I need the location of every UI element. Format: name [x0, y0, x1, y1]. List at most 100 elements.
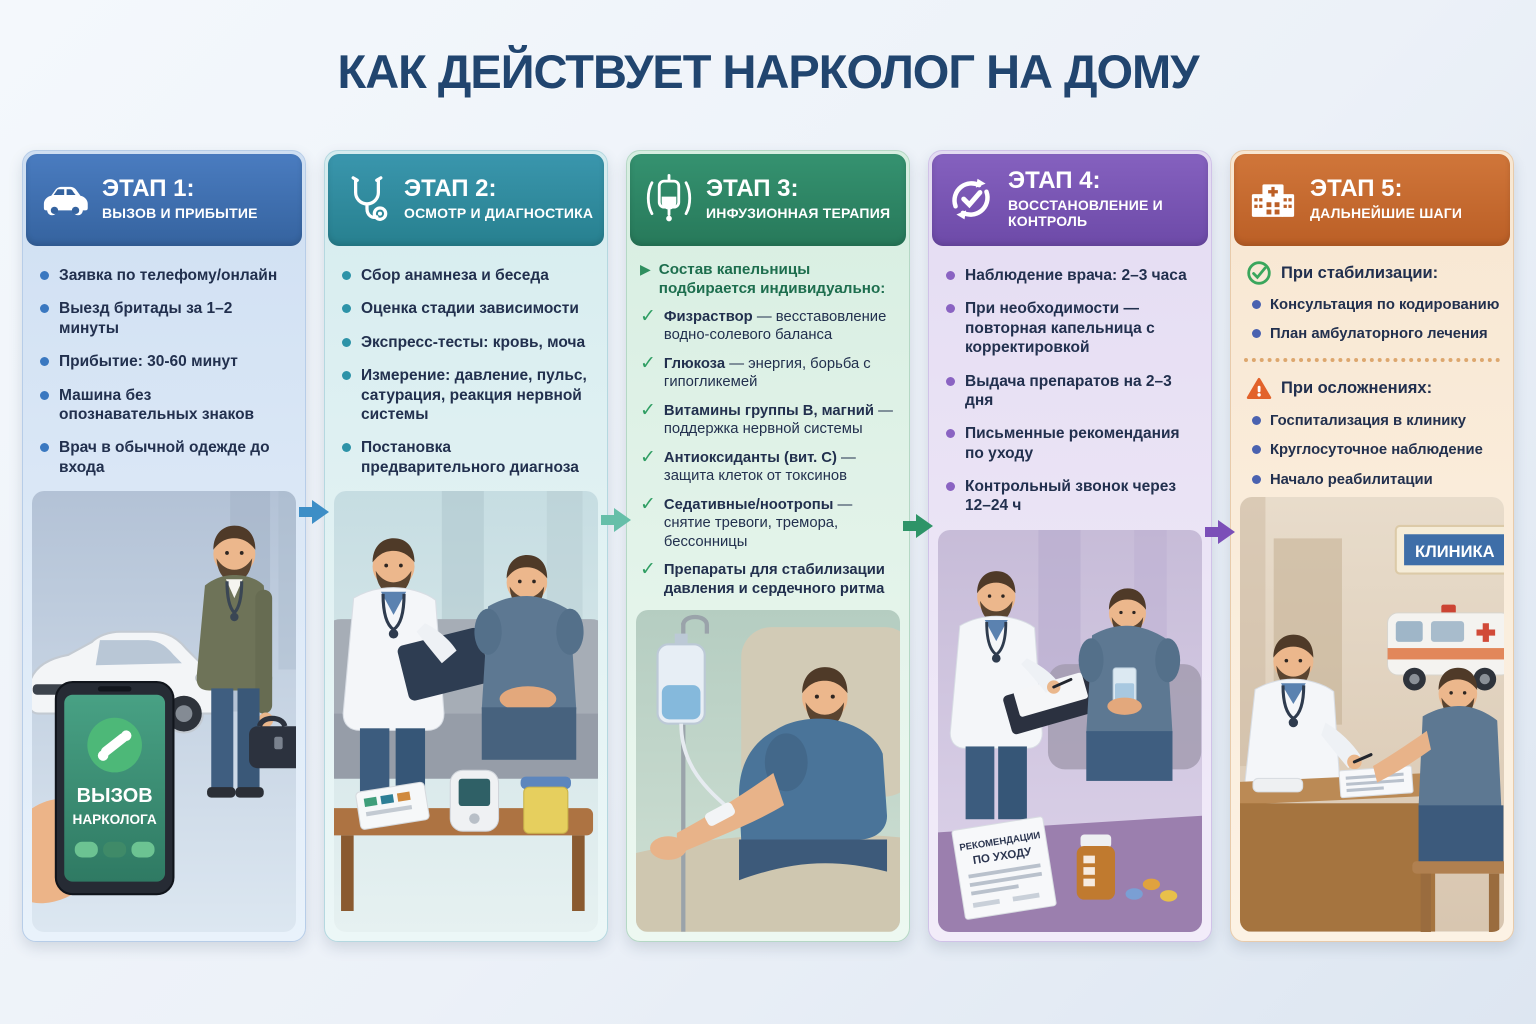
stage2-label: ЭТАП 2: — [404, 174, 497, 202]
stage1-subtitle: ВЫЗОВ И ПРИБЫТИЕ — [102, 205, 258, 222]
check-icon: ✓ — [640, 559, 656, 581]
stage-card-1: ЭТАП 1: ВЫЗОВ И ПРИБЫТИЕ Заявка по телеф… — [22, 150, 306, 942]
med-lead: Глюкоза — [663, 355, 726, 372]
bullet-item: Прибытие: 30-60 минут — [40, 352, 292, 371]
bullet-text: Постановка предварительного диагноза — [361, 439, 579, 476]
bullet-dot — [1252, 445, 1261, 455]
complications-bullets: Госпитализация в клинику Круглосуточное … — [1252, 412, 1500, 489]
stage-card-4: ЭТАП 4: ВОССТАНОВЛЕНИЕ И КОНТРОЛЬ Наблюд… — [928, 150, 1212, 942]
bullet-dot — [946, 482, 955, 491]
intro-text: Состав капельницы подбирается индивидуал… — [658, 261, 886, 297]
stabilization-bullets: Консультация по кодированию План амбулат… — [1252, 296, 1500, 344]
stage4-header-text: ЭТАП 4: ВОССТАНОВЛЕНИЕ И КОНТРОЛЬ — [1008, 168, 1198, 230]
stage2-subtitle: ОСМОТР И ДИАГНОСТИКА — [404, 205, 594, 222]
arrow-stage2-to-3 — [601, 508, 631, 532]
stage1-bullet-list: Заявка по телефому/онлайн Выезд бритады … — [26, 246, 302, 483]
bullet-item: Заявка по телефому/онлайн — [40, 266, 292, 285]
bullet-text: Сбор анамнеза и беседа — [361, 267, 549, 284]
intro-item: ▶ Состав капельницы подбирается индивидуа… — [640, 260, 898, 298]
med-rest: — поддержка нервной системы — [663, 402, 893, 438]
med-lead: Антиоксиданты (вит. С) — [663, 449, 837, 466]
patient-figure — [1078, 588, 1181, 781]
phone-app-title-line2: НАРКОЛОГА — [72, 812, 156, 827]
check-icon: ✓ — [640, 306, 656, 327]
bullet-text: При необходимости — повторная капельница… — [965, 300, 1155, 357]
group-label: При стабилизации: — [1281, 263, 1439, 282]
side-table: РЕКОМЕНДАЦИИ ПО УХОДУ — [938, 815, 1202, 932]
bullet-item: Оценка стадии зависимости — [342, 299, 594, 318]
stage3-item-list: ▶ Состав капельницы подбирается индивидуа… — [630, 246, 906, 602]
med-rest: — защита клеток от токсинов — [663, 449, 856, 485]
bullet-item: Постановка предварительного диагноза — [342, 438, 594, 477]
bullet-dot — [40, 304, 49, 314]
stage1-header: ЭТАП 1: ВЫЗОВ И ПРИБЫТИЕ — [26, 154, 302, 246]
bullet-text: Врач в обычной одежде до входа — [59, 439, 270, 476]
stage1-label: ЭТАП 1: — [102, 174, 195, 202]
bullet-dot — [946, 429, 955, 439]
dotted-divider — [1244, 357, 1500, 362]
bullet-dot — [1252, 329, 1261, 339]
stage3-header-text: ЭТАП 3: ИНФУЗИОННАЯ ТЕРАПИЯ — [706, 174, 891, 222]
med-item: ✓ Витамины группы В, магний — поддержка н… — [640, 399, 898, 439]
med-item: ✓ Физраствор — весставовление водно-солев… — [640, 306, 898, 345]
patient-figure — [474, 555, 584, 760]
stage3-header: ЭТАП 3: ИНФУЗИОННАЯ ТЕРАПИЯ — [630, 154, 906, 246]
stage3-illustration — [636, 610, 900, 932]
ambulance — [1387, 605, 1504, 691]
check-icon: ✓ — [640, 399, 656, 421]
clinic-sign: КЛИНИКА — [1394, 525, 1504, 576]
bullet-item: Выдача препаратов на 2–3 дня — [946, 372, 1198, 411]
stage5-header-text: ЭТАП 5: ДАЛЬНЕЙШИЕ ШАГИ — [1310, 176, 1463, 222]
med-item: ✓ Глюкоза — энергия, борьба с гипогликеме… — [640, 352, 898, 392]
med-item: ✓ Препараты для стабилизации давления и с… — [640, 559, 898, 598]
bullet-text: Круглосуточное наблюдение — [1270, 442, 1483, 459]
bullet-dot — [40, 271, 49, 280]
stage4-bullet-list: Наблюдение врача: 2–3 часа При необходим… — [932, 246, 1208, 522]
bullet-item: Контрольный звонок через 12–24 ч — [946, 477, 1198, 516]
bullet-text: Машина без опознавательных знаков — [59, 386, 255, 423]
med-rest: — энергия, борьба с гипогликемей — [663, 355, 871, 391]
coffee-table — [334, 769, 594, 911]
stage2-header-text: ЭТАП 2: ОСМОТР И ДИАГНОСТИКА — [404, 174, 594, 222]
check-circle-icon — [1246, 260, 1272, 286]
stabilization-group-header: При стабилизации: — [1246, 260, 1500, 286]
arrow-stage3-to-4 — [903, 514, 933, 538]
stage4-subtitle: ВОССТАНОВЛЕНИЕ И КОНТРОЛЬ — [1008, 197, 1163, 230]
clinic-sign-text: КЛИНИКА — [1415, 542, 1495, 561]
stage4-illustration: РЕКОМЕНДАЦИИ ПО УХОДУ — [938, 529, 1202, 932]
bullet-item: Наблюдение врача: 2–3 часа — [946, 266, 1198, 285]
bullet-item: Врач в обычной одежде до входа — [40, 438, 292, 477]
med-rest: — снятие тревоги, тремора, бессонницы — [663, 496, 853, 550]
stage2-bullet-list: Сбор анамнеза и беседа Оценка стадии зав… — [328, 246, 604, 483]
patient-figure — [1373, 668, 1504, 932]
stage3-label: ЭТАП 3: — [706, 174, 799, 202]
bullet-text: Выезд бритады за 1–2 минуты — [59, 300, 233, 337]
bullet-dot — [1252, 415, 1261, 425]
bullet-dot — [342, 271, 351, 280]
bullet-text: Измерение: давление, пульс, сатурация, р… — [361, 367, 587, 423]
bullet-text: Контрольный звонок через 12–24 ч — [965, 478, 1177, 515]
bullet-item: Выезд бритады за 1–2 минуты — [40, 299, 292, 338]
stage-card-5: ЭТАП 5: ДАЛЬНЕЙШИЕ ШАГИ При стабилизации… — [1230, 150, 1514, 942]
doctor-figure — [1244, 635, 1373, 786]
bullet-text: Госпитализация в клинику — [1270, 412, 1467, 429]
bullet-item: План амбулаторного лечения — [1252, 325, 1500, 343]
stage1-header-text: ЭТАП 1: ВЫЗОВ И ПРИБЫТИЕ — [102, 174, 258, 222]
patient-figure — [650, 667, 888, 881]
stage-columns: ЭТАП 1: ВЫЗОВ И ПРИБЫТИЕ Заявка по телеф… — [22, 150, 1514, 942]
check-icon: ✓ — [640, 352, 656, 374]
bullet-text: Прибытие: 30-60 минут — [59, 353, 238, 371]
med-rest: — весставовление водно-солевого баланса — [663, 309, 887, 344]
stage5-subtitle: ДАЛЬНЕЙШИЕ ШАГИ — [1310, 205, 1463, 222]
stage5-illustration: КЛИНИКА — [1240, 497, 1504, 932]
bullet-item: Сбор анамнеза и беседа — [342, 266, 594, 285]
complications-group: При осложнениях: Госпитализация в клиник… — [1234, 362, 1510, 489]
car-icon — [39, 173, 91, 225]
stage3-subtitle: ИНФУЗИОННАЯ ТЕРАПИЯ — [706, 205, 891, 222]
phone-app-title-line1: ВЫЗОВ — [77, 785, 153, 807]
bullet-text: Письменные рекомендания по уходу — [965, 425, 1180, 462]
stage1-illustration: ВЫЗОВ НАРКОЛОГА — [32, 491, 296, 932]
care-recommendations-paper: РЕКОМЕНДАЦИИ ПО УХОДУ — [951, 816, 1057, 920]
bullet-dot — [342, 304, 351, 314]
